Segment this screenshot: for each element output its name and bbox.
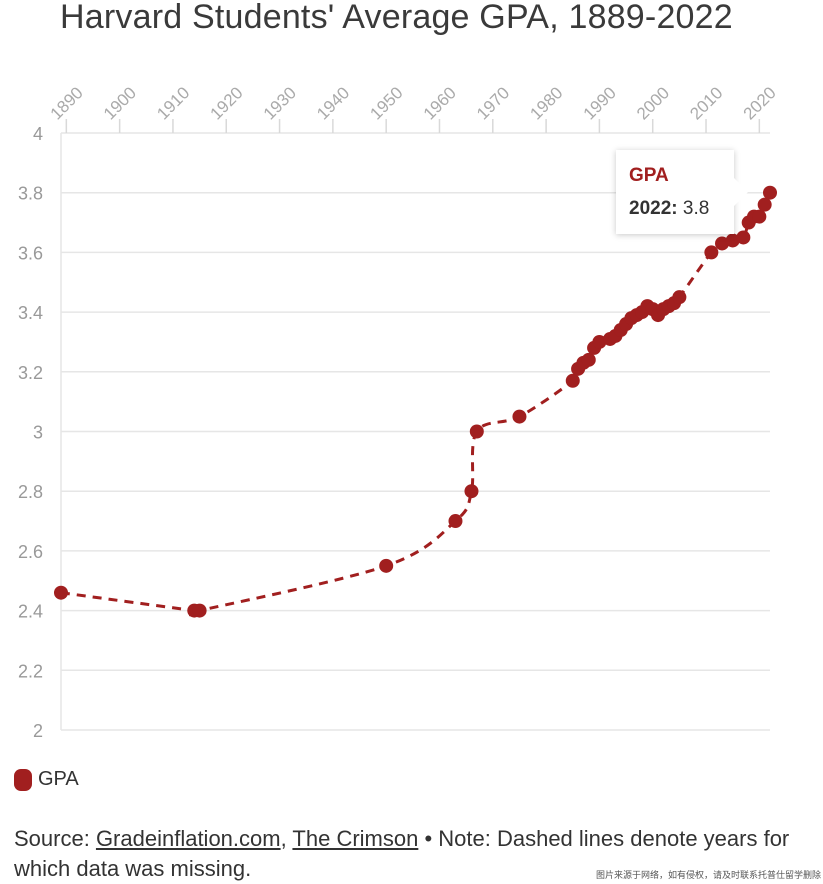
- y-tick-label: 3.2: [18, 363, 43, 383]
- data-point-2022: [763, 185, 777, 200]
- watermark: 图片来源于网络，如有侵权，请及时联系托普仕留学删除: [595, 870, 821, 880]
- data-tooltip: GPA 2022: 3.8: [616, 150, 748, 234]
- y-tick-label: 3.4: [18, 303, 43, 323]
- source-separator: ,: [280, 826, 293, 851]
- data-point-1985: [565, 373, 580, 388]
- data-point-1963: [448, 514, 463, 529]
- data-point-2013: [715, 236, 730, 251]
- data-point-2005: [672, 290, 687, 305]
- data-point-1967: [469, 424, 484, 439]
- tooltip-value: 3.8: [682, 198, 710, 219]
- x-tick-label: 1970: [473, 83, 513, 123]
- x-tick-label: 1920: [207, 83, 247, 123]
- x-tick-label: 1950: [366, 83, 406, 123]
- data-point-1950: [379, 558, 394, 573]
- data-point-1988: [581, 352, 596, 367]
- legend-label-gpa[interactable]: GPA: [38, 768, 79, 790]
- data-point-2011: [704, 245, 719, 260]
- x-tick-label: 1910: [153, 83, 193, 123]
- legend-swatch-icon: [14, 768, 32, 791]
- x-tick-label: 2020: [740, 83, 780, 123]
- data-point-1975: [512, 409, 527, 424]
- x-tick-label: 1930: [260, 83, 300, 123]
- y-tick-label: 3: [33, 423, 43, 443]
- x-tick-label: 1990: [580, 83, 620, 123]
- x-tick-label: 1960: [420, 83, 460, 123]
- chart-title: Harvard Students' Average GPA, 1889-2022: [60, 0, 733, 36]
- tooltip-year: 2022:: [629, 198, 678, 219]
- tooltip-value-line: 2022: 3.8: [629, 198, 709, 220]
- y-tick-label: 3.8: [18, 184, 43, 204]
- source-note: • Note: Dashed lines denote years for wh…: [14, 826, 790, 881]
- y-tick-label: 2.4: [18, 602, 43, 622]
- y-tick-label: 3.6: [18, 243, 43, 263]
- y-tick-label: 2.8: [18, 482, 43, 502]
- data-point-1990: [592, 334, 607, 349]
- chart-legend[interactable]: GPA: [14, 768, 79, 791]
- data-point-1889: [54, 585, 68, 600]
- y-tick-label: 4: [33, 124, 43, 144]
- x-tick-label: 1900: [100, 83, 140, 123]
- x-tick-label: 1980: [526, 83, 566, 123]
- chart-footer: Source: Gradeinflation.com, The Crimson …: [14, 824, 804, 884]
- data-point-2015: [725, 233, 740, 248]
- gpa-line-chart: 4 3.8 3.6 3.4 3.2 3 2.8 2.6 2.4 2.2 2 1890 1900 1910 1…: [18, 83, 780, 741]
- data-point-1966: [464, 484, 479, 499]
- y-tick-label: 2: [33, 721, 43, 741]
- y-tick-label: 2.6: [18, 542, 43, 562]
- x-tick-label: 2000: [633, 83, 673, 123]
- source-prefix: Source:: [14, 826, 96, 851]
- x-tick-label: 1890: [47, 83, 87, 123]
- source-link-gradeinflation[interactable]: Gradeinflation.com: [95, 826, 281, 851]
- data-point-1915: [192, 603, 207, 618]
- tooltip-series-name: GPA: [629, 165, 669, 186]
- data-point-2021: [757, 197, 772, 212]
- data-point-2020: [752, 209, 767, 224]
- x-tick-label: 1940: [313, 83, 353, 123]
- y-tick-label: 2.2: [18, 661, 43, 681]
- data-point-2017: [736, 230, 751, 245]
- source-link-crimson[interactable]: The Crimson: [292, 826, 419, 851]
- x-tick-label: 2010: [686, 83, 726, 123]
